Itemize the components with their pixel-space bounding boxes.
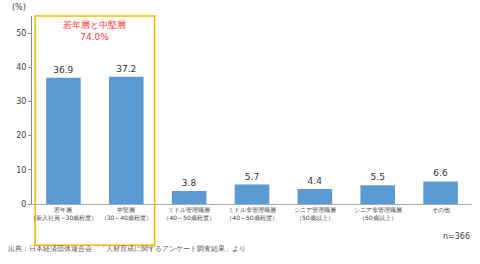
svg-text:シニア管理職層（50歳以上）: シニア管理職層（50歳以上） xyxy=(294,206,336,222)
svg-text:0: 0 xyxy=(21,200,26,209)
svg-text:5.7: 5.7 xyxy=(245,172,259,182)
svg-text:ミドル管理職層（40～50歳程度）: ミドル管理職層（40～50歳程度） xyxy=(163,206,214,222)
svg-text:50: 50 xyxy=(16,29,26,38)
svg-text:(%): (%) xyxy=(12,3,26,12)
svg-text:40: 40 xyxy=(16,63,26,72)
svg-text:若年層（新入社員～30歳程度）: 若年層（新入社員～30歳程度） xyxy=(30,206,98,222)
svg-text:36.9: 36.9 xyxy=(53,65,73,75)
svg-text:20: 20 xyxy=(16,131,26,140)
svg-text:6.6: 6.6 xyxy=(433,168,448,178)
svg-text:その他: その他 xyxy=(432,206,450,214)
svg-text:5.5: 5.5 xyxy=(371,172,385,182)
svg-text:4.4: 4.4 xyxy=(308,176,323,186)
svg-text:10: 10 xyxy=(16,166,26,175)
svg-text:若年層と中堅層74.0%: 若年層と中堅層74.0% xyxy=(63,20,126,42)
svg-text:37.2: 37.2 xyxy=(116,64,136,74)
svg-text:中堅層（30～40歳程度）: 中堅層（30～40歳程度） xyxy=(101,206,152,222)
svg-text:出典：日本経済団体連合会 「人材育成に関するアンケート調査結: 出典：日本経済団体連合会 「人材育成に関するアンケート調査結果」より xyxy=(8,244,246,253)
svg-text:3.8: 3.8 xyxy=(182,178,197,188)
svg-text:ミドル非管理職層（40～50歳程度）: ミドル非管理職層（40～50歳程度） xyxy=(226,206,277,222)
svg-text:30: 30 xyxy=(16,97,26,106)
svg-text:シニア非管理職層（50歳以上）: シニア非管理職層（50歳以上） xyxy=(354,206,402,222)
svg-text:n=366: n=366 xyxy=(443,232,470,241)
